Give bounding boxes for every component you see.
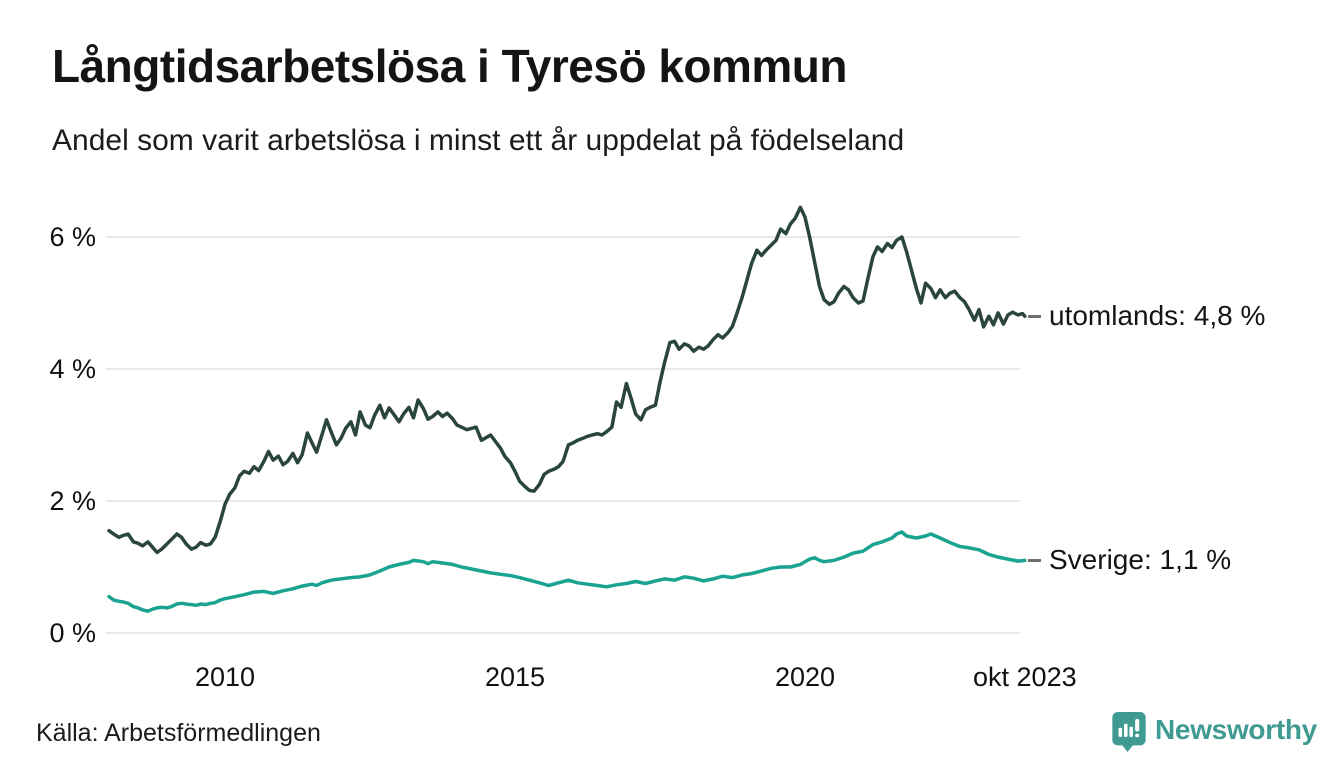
series-path-Sverige — [107, 530, 1027, 613]
series-end-label-text: Sverige: 1,1 % — [1049, 544, 1232, 576]
y-tick-label: 2 % — [49, 486, 96, 516]
x-tick-label: 2010 — [194, 662, 256, 692]
end-tick-dash — [1028, 314, 1041, 318]
x-tick-label: okt 2023 — [973, 662, 1077, 692]
x-tick-label: 2015 — [484, 662, 546, 692]
y-tick-label: 4 % — [49, 354, 96, 384]
brand-logo: Newsworthy — [1112, 712, 1317, 752]
brand-name: Newsworthy — [1155, 714, 1317, 745]
y-tick-label: 6 % — [49, 222, 96, 252]
series-end-label-utomlands: utomlands: 4,8 % — [1028, 299, 1265, 333]
series-path-utomlands — [107, 205, 1027, 555]
y-tick-label: 0 % — [49, 618, 96, 648]
source-note: Källa: Arbetsförmedlingen — [36, 719, 321, 747]
newsworthy-icon — [1112, 712, 1146, 752]
series-end-label-text: utomlands: 4,8 % — [1049, 300, 1266, 332]
series-end-label-Sverige: Sverige: 1,1 % — [1028, 543, 1231, 577]
chart-subtitle: Andel som varit arbetslösa i minst ett å… — [52, 124, 905, 157]
x-tick-label: 2020 — [774, 662, 836, 692]
page-title: Långtidsarbetslösa i Tyresö kommun — [52, 40, 848, 92]
end-tick-dash — [1028, 558, 1041, 562]
